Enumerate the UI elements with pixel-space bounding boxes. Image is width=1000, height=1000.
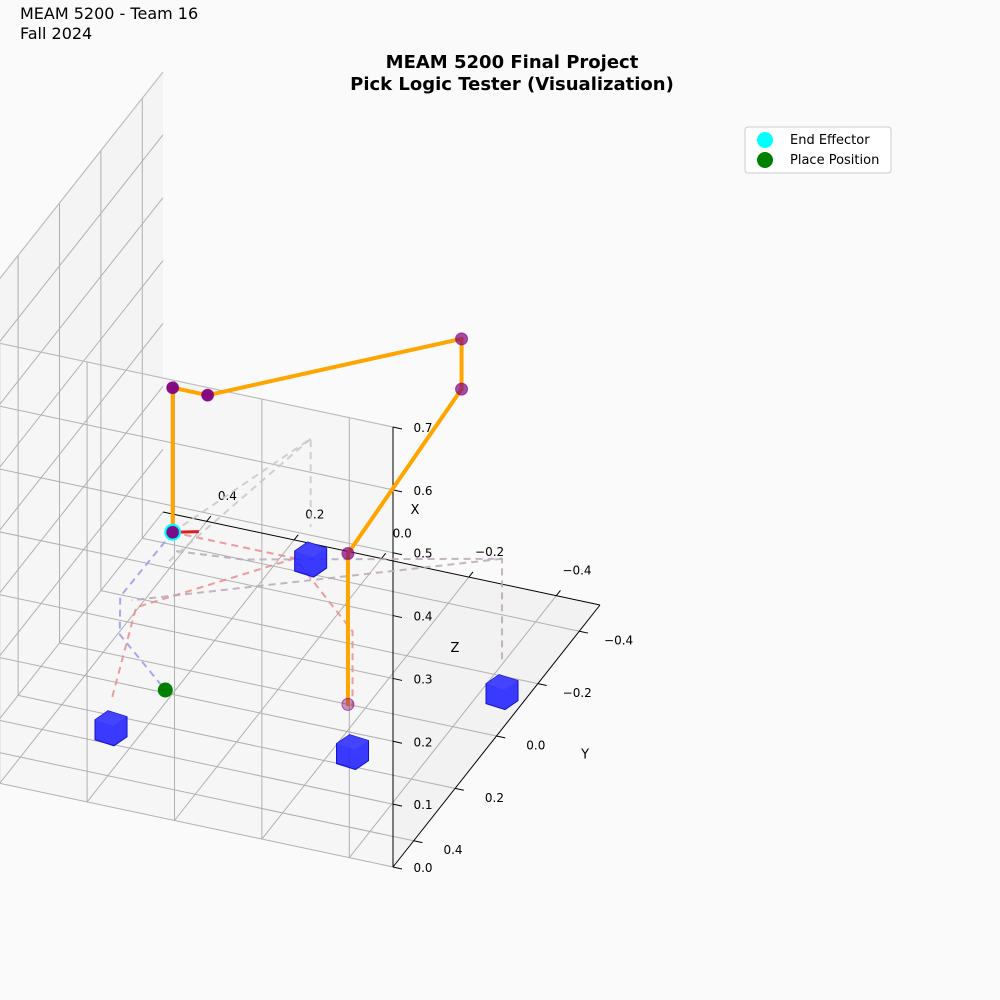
- arm-joint-2: [455, 382, 469, 396]
- grid-floor-y-2: [59, 642, 497, 737]
- arm-joint-6: [166, 525, 180, 539]
- axes: −0.4 −0.2 0.0 0.2 0.4 −0.4 −0.2 0.0 0.2 0.4 0.0 0.1…: [162, 421, 633, 875]
- z-tick-mark-7: [392, 426, 403, 430]
- grid-wall-z-left-2: [0, 385, 164, 594]
- y-tick-mark-2: [496, 735, 506, 739]
- grid-wall-z-right-0: [0, 782, 394, 868]
- x-tick-label-2: 0.0: [393, 526, 412, 540]
- legend-marker-end-effector: [757, 132, 773, 148]
- grid-floor-y-1: [100, 590, 539, 685]
- z-tick-label-2: 0.2: [413, 735, 432, 749]
- y-tick-label-2: 0.0: [526, 738, 545, 752]
- path-6: [164, 438, 312, 566]
- arm-joint-0: [341, 697, 355, 711]
- path-2: [118, 531, 174, 691]
- term-label: Fall 2024: [20, 24, 93, 43]
- legend-label-end-effector: End Effector: [790, 133, 870, 148]
- block-top-1: [336, 734, 369, 750]
- legend: End Effector Place Position: [744, 126, 892, 174]
- x-tick-label-3: 0.2: [305, 508, 324, 522]
- place-position-marker: [157, 682, 173, 698]
- z-tick-mark-2: [392, 740, 403, 744]
- robot-arm: [157, 332, 469, 711]
- path-1: [110, 557, 296, 703]
- block-top-2: [294, 542, 327, 558]
- x-tick-mark-4: [206, 515, 212, 522]
- grid-wall-z-left-5: [0, 197, 164, 405]
- z-tick-label-7: 0.7: [413, 421, 432, 435]
- y-axis-label: Y: [580, 748, 589, 763]
- x-tick-mark-0: [555, 590, 561, 597]
- grid-wall-z-right-2: [0, 657, 394, 742]
- legend-label-place-position: Place Position: [790, 153, 879, 168]
- z-tick-label-6: 0.6: [413, 484, 432, 498]
- arm-joint-4: [201, 388, 215, 402]
- z-tick-mark-6: [392, 489, 403, 493]
- y-tick-label-4: 0.4: [443, 843, 462, 857]
- grid-wall-z-left-3: [0, 323, 164, 531]
- chart-title-line-1: MEAM 5200 Final Project: [385, 52, 639, 73]
- y-tick-label-1: −0.2: [563, 686, 592, 700]
- z-tick-mark-3: [392, 677, 403, 681]
- x-tick-label-0: −0.4: [562, 564, 591, 578]
- grid-wall-z-right-1: [0, 719, 394, 805]
- grid-floor-y-3: [17, 694, 456, 789]
- blocks: [94, 541, 519, 771]
- arm-joint-1: [341, 547, 355, 561]
- x-tick-label-1: −0.2: [475, 545, 504, 559]
- trajectory-paths: [110, 436, 504, 707]
- x-tick-mark-1: [468, 571, 474, 578]
- y-tick-mark-0: [579, 630, 589, 634]
- z-tick-label-4: 0.4: [413, 610, 432, 624]
- grid-wall-z-left-0: [0, 511, 164, 720]
- grid-wall-z-left-4: [0, 260, 164, 468]
- x-tick-mark-3: [293, 534, 299, 541]
- arm-joint-5: [166, 381, 180, 395]
- path-4: [131, 557, 503, 602]
- pane-edge-top-right: [0, 342, 394, 428]
- arm-link-1: [345, 387, 464, 556]
- grid-floor-y-4: [0, 752, 414, 842]
- z-tick-label-3: 0.3: [413, 672, 432, 686]
- x-tick-mark-2: [381, 552, 387, 559]
- grid-floor-y-0: [142, 537, 580, 632]
- z-tick-label-0: 0.0: [413, 861, 432, 875]
- path-3: [173, 549, 504, 660]
- z-tick-mark-1: [392, 803, 403, 807]
- legend-marker-place-position: [757, 152, 773, 168]
- team-label: MEAM 5200 - Team 16: [20, 4, 199, 23]
- chart-title-line-2: Pick Logic Tester (Visualization): [350, 74, 674, 95]
- path-0: [172, 531, 354, 707]
- z-tick-mark-0: [392, 866, 403, 870]
- block-top-3: [95, 710, 128, 726]
- grid-wall-z-right-3: [0, 594, 394, 679]
- grid-wall-z-left-6: [0, 134, 164, 342]
- pane-edge-top-left: [0, 71, 164, 280]
- grid-wall-z-left-1: [0, 448, 164, 657]
- arm-joint-3: [455, 332, 469, 346]
- y-tick-mark-3: [454, 787, 464, 791]
- grid-wall-z-right-4: [0, 531, 394, 617]
- z-tick-label-1: 0.1: [413, 798, 432, 812]
- arm-link-3: [205, 336, 464, 398]
- y-tick-mark-4: [413, 840, 423, 844]
- block-top-0: [486, 674, 519, 690]
- x-axis-label: X: [410, 503, 419, 518]
- z-tick-mark-4: [392, 615, 403, 619]
- y-tick-label-3: 0.2: [485, 791, 504, 805]
- chart-title: MEAM 5200 Final Project Pick Logic Teste…: [0, 52, 1000, 96]
- z-tick-mark-5: [392, 552, 403, 556]
- corner-text: MEAM 5200 - Team 16 Fall 2024: [20, 4, 198, 44]
- z-tick-label-5: 0.5: [413, 547, 432, 561]
- y-tick-mark-1: [537, 683, 547, 686]
- axis-panes: [0, 72, 600, 867]
- y-tick-label-0: −0.4: [604, 634, 633, 648]
- z-axis-label: Z: [451, 641, 460, 656]
- legend-frame: [744, 126, 892, 174]
